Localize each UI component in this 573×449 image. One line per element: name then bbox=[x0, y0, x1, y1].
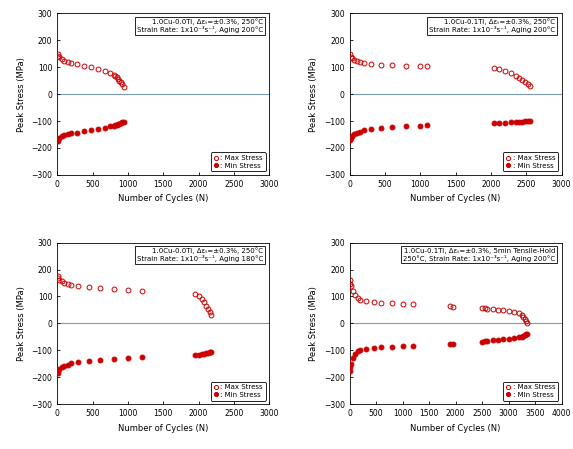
Text: 1.0Cu-0.0Ti, Δεₜ=±0.3%, 250°C
Strain Rate: 1x10⁻³s⁻¹, Aging 200°C: 1.0Cu-0.0Ti, Δεₜ=±0.3%, 250°C Strain Rat… bbox=[137, 18, 263, 33]
Text: 1.0Cu-0.0Ti, Δεₜ=±0.3%, 250°C
Strain Rate: 1x10⁻³s⁻¹, Aging 180°C: 1.0Cu-0.0Ti, Δεₜ=±0.3%, 250°C Strain Rat… bbox=[136, 247, 263, 263]
Y-axis label: Peak Stress (MPa): Peak Stress (MPa) bbox=[309, 57, 318, 132]
Y-axis label: Peak Stress (MPa): Peak Stress (MPa) bbox=[17, 57, 26, 132]
Legend: : Max Stress, : Min Stress: : Max Stress, : Min Stress bbox=[503, 153, 558, 172]
X-axis label: Number of Cycles (N): Number of Cycles (N) bbox=[118, 194, 209, 203]
X-axis label: Number of Cycles (N): Number of Cycles (N) bbox=[118, 423, 209, 432]
Legend: : Max Stress, : Min Stress: : Max Stress, : Min Stress bbox=[210, 382, 266, 401]
Legend: : Max Stress, : Min Stress: : Max Stress, : Min Stress bbox=[210, 153, 266, 172]
X-axis label: Number of Cycles (N): Number of Cycles (N) bbox=[410, 423, 501, 432]
Y-axis label: Peak Stress (MPa): Peak Stress (MPa) bbox=[309, 286, 318, 361]
Text: 1.0Cu-0.1Ti, Δεₜ=±0.3%, 250°C
Strain Rate: 1x10⁻³s⁻¹, Aging 200°C: 1.0Cu-0.1Ti, Δεₜ=±0.3%, 250°C Strain Rat… bbox=[429, 18, 555, 33]
X-axis label: Number of Cycles (N): Number of Cycles (N) bbox=[410, 194, 501, 203]
Text: 1.0Cu-0.1Ti, Δεₜ=±0.3%, 5min Tensile-Hold
250°C, Strain Rate: 1x10⁻³s⁻¹, Aging 2: 1.0Cu-0.1Ti, Δεₜ=±0.3%, 5min Tensile-Hol… bbox=[403, 247, 555, 262]
Legend: : Max Stress, : Min Stress: : Max Stress, : Min Stress bbox=[503, 382, 558, 401]
Y-axis label: Peak Stress (MPa): Peak Stress (MPa) bbox=[17, 286, 26, 361]
